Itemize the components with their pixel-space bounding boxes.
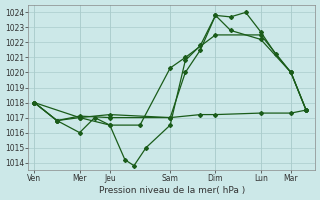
- X-axis label: Pression niveau de la mer( hPa ): Pression niveau de la mer( hPa ): [99, 186, 245, 195]
